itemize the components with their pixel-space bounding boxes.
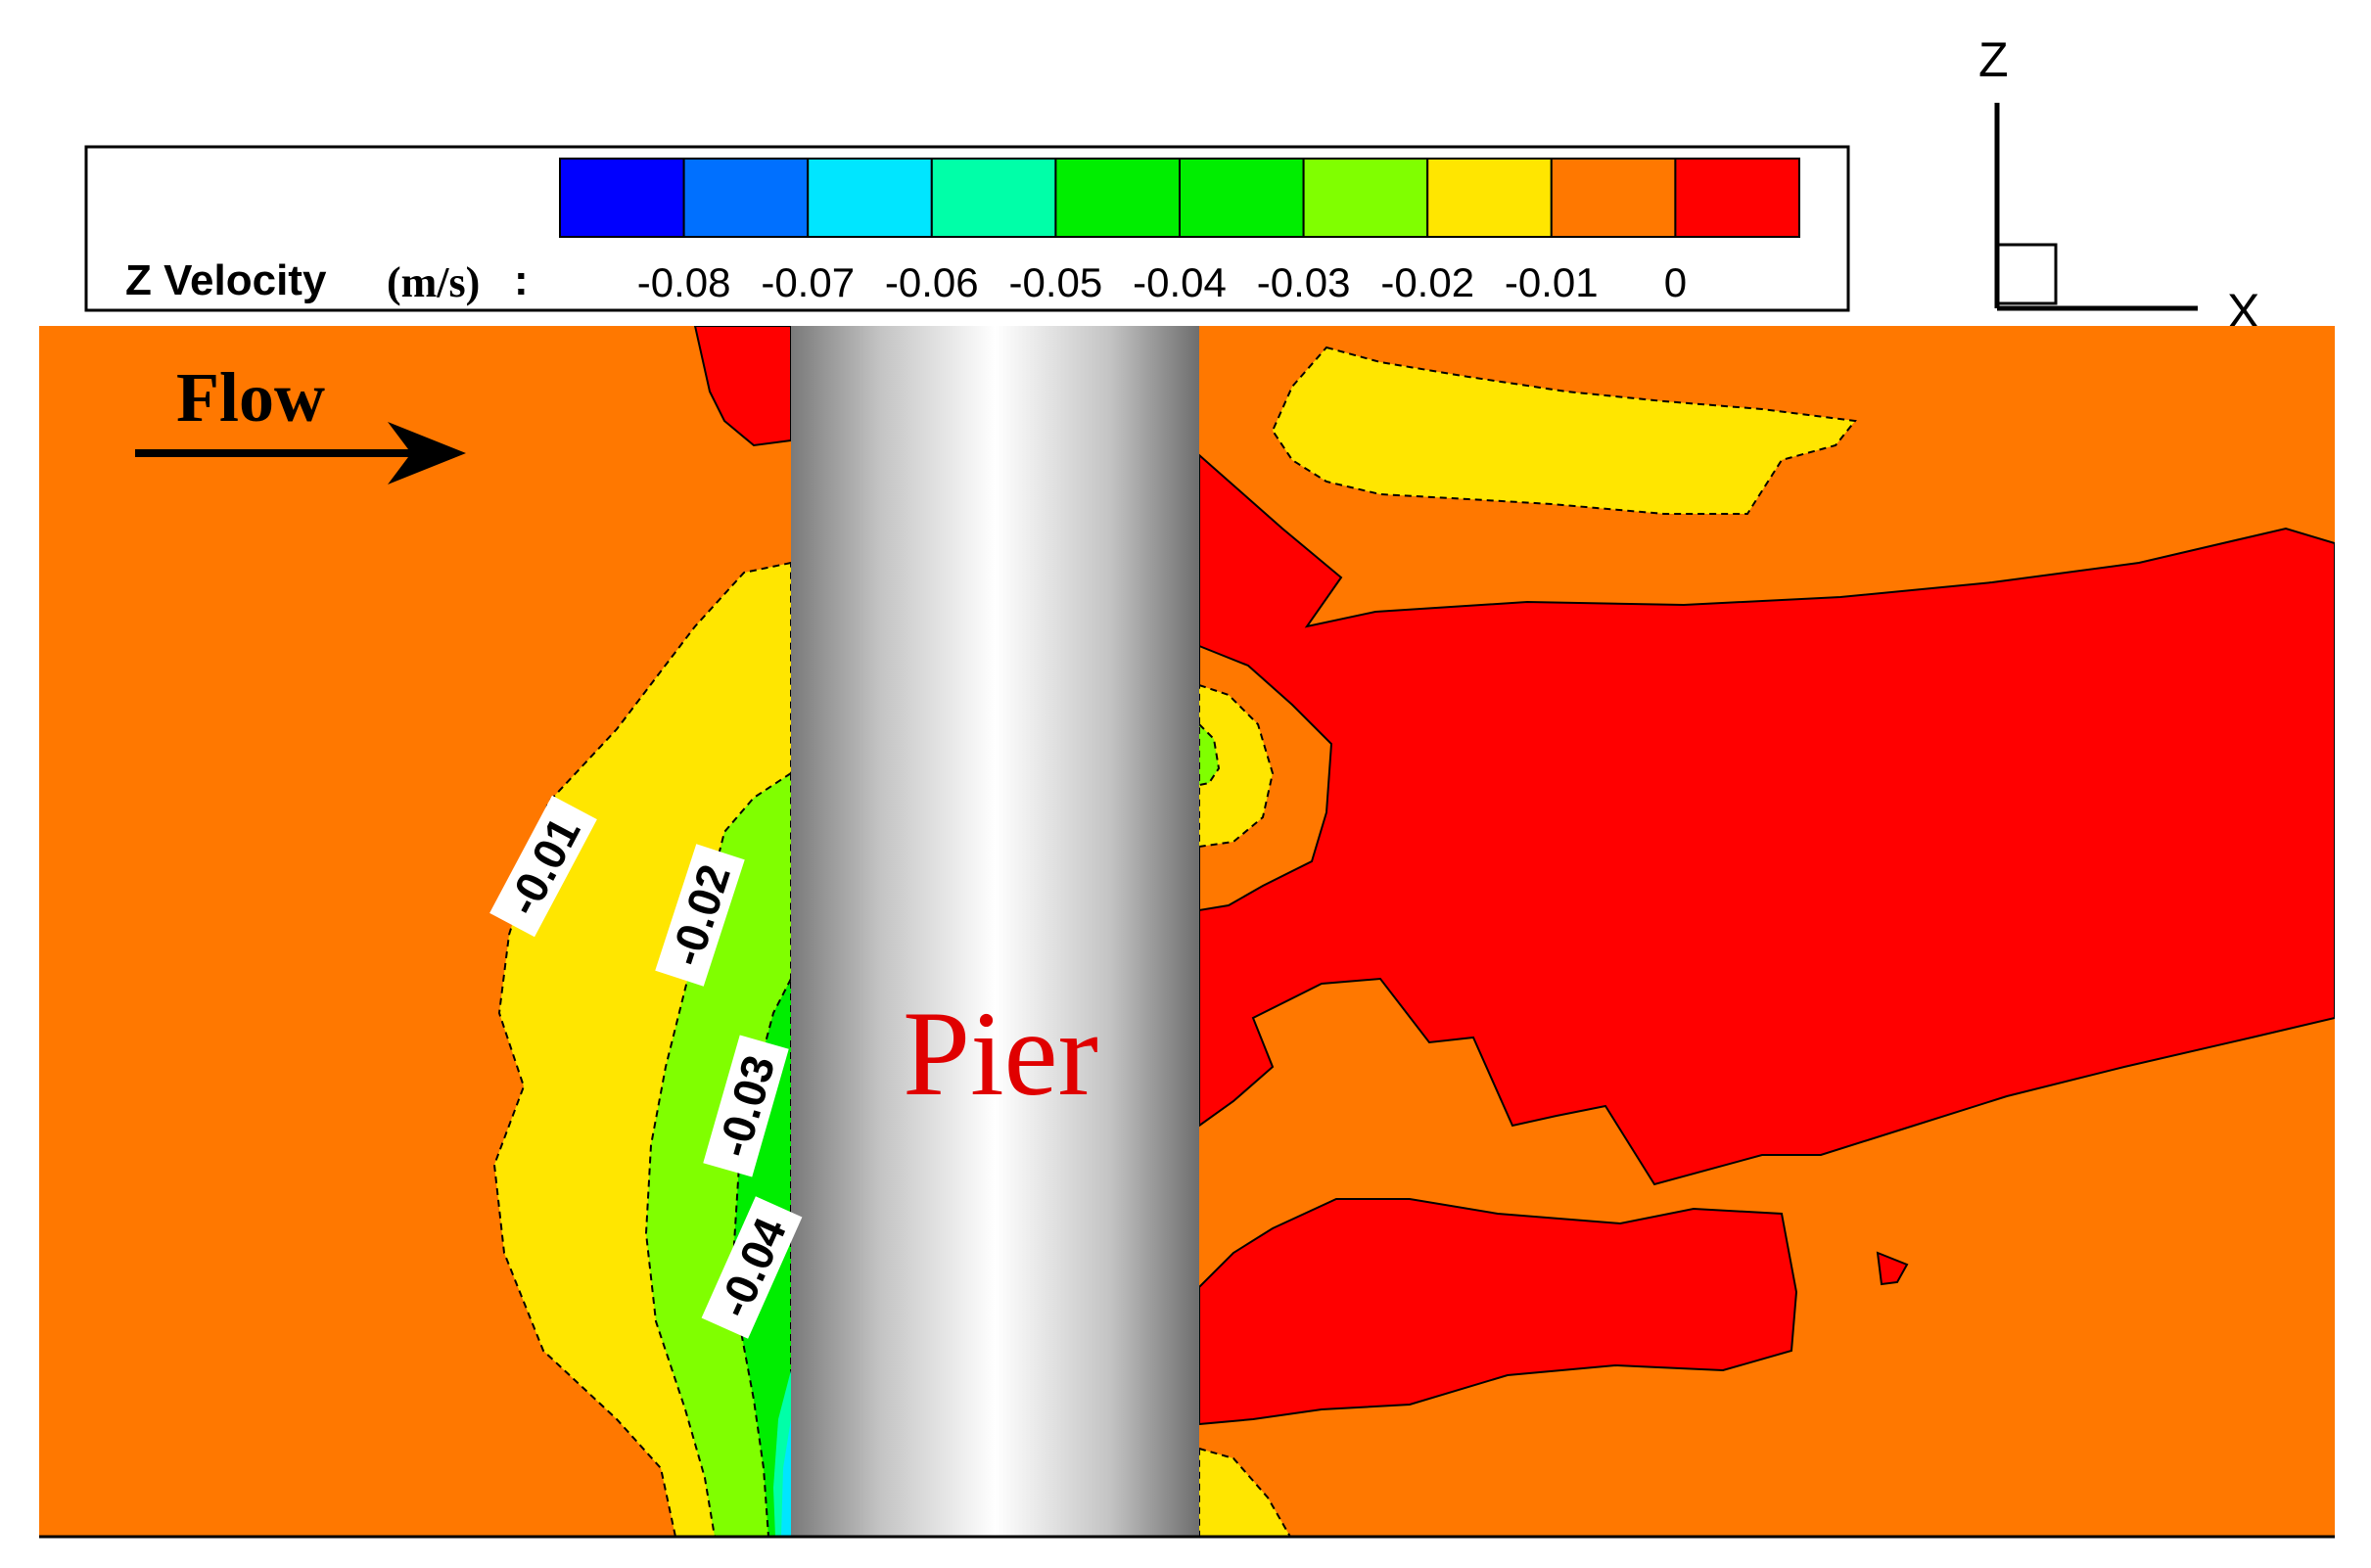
legend-swatch (1674, 158, 1801, 238)
legend-swatch (807, 158, 933, 238)
legend-swatch (1550, 158, 1677, 238)
legend-tick-label: -0.04 (1133, 259, 1227, 305)
pier-cylinder (791, 326, 1199, 1537)
legend-swatch (1302, 158, 1429, 238)
legend-unit: (m/s) (387, 258, 480, 306)
legend-tick-label: -0.02 (1380, 259, 1474, 305)
contour-band-yellow-near-pier (1198, 683, 1275, 849)
contour-band-red-lower (1198, 1198, 1798, 1426)
legend-tick-label: -0.08 (637, 259, 731, 305)
legend-tick-label: 0 (1664, 259, 1687, 305)
legend-tick-label: -0.06 (885, 259, 979, 305)
contour-band-cyan-upstream (781, 1419, 791, 1537)
legend: Z Velocity (m/s) : -0.08 -0.07 -0.06 -0.05-… (84, 145, 1850, 312)
contour-label-background (701, 1196, 803, 1339)
legend-tick-label: -0.03 (1257, 259, 1351, 305)
legend-swatch (559, 158, 685, 238)
flow-label: Flow (176, 358, 325, 437)
contour-label-background (489, 795, 597, 938)
legend-title: Z Velocity (125, 256, 327, 304)
contour-field (39, 326, 2335, 1537)
pier-label: Pier (903, 987, 1098, 1121)
z-axis-label: Z (1978, 32, 2009, 87)
legend-swatch (1426, 158, 1553, 238)
legend-tick-label: -0.05 (1009, 259, 1103, 305)
legend-tick-label: -0.01 (1505, 259, 1599, 305)
contour-label-background (655, 844, 745, 987)
legend-separator: : (514, 256, 529, 304)
legend-swatch (930, 158, 1057, 238)
legend-colorbar (559, 158, 1801, 238)
legend-tick-labels: -0.08 -0.07 -0.06 -0.05 -0.04 -0.03 -0.02 -0.01… (637, 259, 1687, 305)
legend-swatch (1179, 158, 1305, 238)
contour-label-background (703, 1035, 789, 1177)
contour-band-yellow-top-right (1271, 346, 1857, 515)
contour-band-red-wake (1198, 452, 2335, 1186)
axis-corner-box (1995, 243, 2058, 305)
legend-swatch (682, 158, 810, 238)
contour-band-red-small-patch (1876, 1251, 1909, 1286)
axis-triad (1994, 103, 2198, 311)
legend-swatch (1054, 158, 1182, 238)
contour-band-red-top-left (693, 326, 792, 447)
legend-tick-label: -0.07 (761, 259, 855, 305)
